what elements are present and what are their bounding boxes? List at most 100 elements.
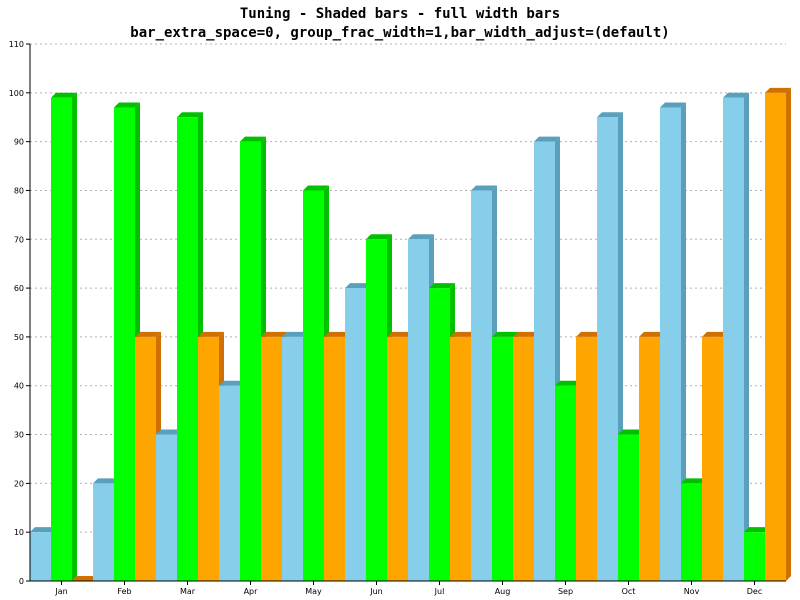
x-tick-label: Sep [558, 587, 573, 596]
bar-top [303, 185, 329, 191]
bar-top [156, 429, 182, 435]
y-tick-label: 20 [14, 479, 24, 488]
bar-top [135, 331, 161, 337]
y-tick-label: 10 [14, 528, 24, 537]
bar-top [261, 331, 287, 337]
bar-top [408, 234, 434, 240]
bar-face [387, 336, 408, 581]
bar-top [618, 429, 644, 435]
bar-top [681, 478, 707, 484]
x-tick-label: Nov [684, 587, 700, 596]
x-tick-label: Jun [369, 587, 383, 596]
x-tick-label: Apr [244, 587, 259, 596]
bar [765, 87, 791, 582]
bar-top [366, 234, 392, 240]
x-tick-label: Dec [747, 587, 762, 596]
bar-top [282, 331, 308, 337]
bars [30, 87, 791, 582]
bar-top [597, 112, 623, 118]
y-tick-label: 80 [14, 186, 24, 195]
y-tick-label: 50 [14, 333, 24, 342]
x-tick-label: Feb [117, 587, 131, 596]
x-tick-label: Aug [495, 587, 511, 596]
bar-face [702, 336, 723, 581]
y-tick-label: 60 [14, 284, 24, 293]
bar-top [765, 87, 791, 93]
bar [660, 102, 686, 582]
chart-title: Tuning - Shaded bars - full width bars [240, 6, 560, 22]
y-tick-label: 110 [9, 40, 24, 49]
bar [51, 92, 77, 581]
y-tick-label: 40 [14, 382, 24, 391]
y-tick-label: 0 [19, 577, 24, 586]
bar-face [681, 483, 702, 581]
bar-face [765, 92, 786, 582]
bar-face [744, 532, 765, 581]
bar-top [198, 331, 224, 337]
bar-face [450, 336, 471, 581]
bar-face [660, 107, 681, 582]
y-tick-label: 70 [14, 235, 24, 244]
bar-top [660, 102, 686, 108]
bar [534, 136, 560, 582]
bar-top [177, 112, 203, 118]
bar-face [555, 385, 576, 581]
x-tick-label: Mar [180, 587, 196, 596]
bar-face [114, 107, 135, 582]
bar-face [51, 97, 72, 581]
bar-top [555, 380, 581, 386]
bar-face [282, 336, 303, 581]
bar-top [639, 331, 665, 337]
y-tick-label: 100 [9, 89, 24, 98]
bar-top [114, 102, 140, 108]
bar-top [30, 527, 56, 533]
bar-face [366, 239, 387, 582]
bar-side [786, 87, 791, 582]
bar-top [723, 92, 749, 98]
bar-top [513, 331, 539, 337]
y-axis-ticks: 0 10 20 30 40 50 60 70 80 90 100 110 [9, 40, 30, 586]
x-tick-label: May [305, 587, 322, 596]
bar-face [261, 336, 282, 581]
bar-face [93, 483, 114, 581]
bar-side [744, 92, 749, 581]
bar-top [492, 331, 518, 337]
bar-top [450, 331, 476, 337]
bar-face [408, 239, 429, 582]
y-tick-label: 30 [14, 431, 24, 440]
bar-face [576, 336, 597, 581]
bar-top [345, 283, 371, 289]
bar-top [534, 136, 560, 142]
bar-face [492, 336, 513, 581]
bar-face [429, 288, 450, 581]
bar-face [345, 288, 366, 581]
x-tick-label: Jan [54, 587, 67, 596]
x-axis-ticks: Jan Feb Mar Apr May Jun Jul Aug Sep Oct Nov Dec [54, 581, 762, 596]
bar-top [51, 92, 77, 98]
x-tick-label: Jul [434, 587, 445, 596]
chart-subtitle: bar_extra_space=0, group_frac_width=1,ba… [130, 25, 669, 41]
bar-top [324, 331, 350, 337]
bar-top [219, 380, 245, 386]
bar-face [240, 141, 261, 582]
y-tick-label: 90 [14, 138, 24, 147]
bar-face [135, 336, 156, 581]
axes [29, 44, 786, 582]
bar-top [744, 527, 770, 533]
bar-face [303, 190, 324, 582]
bar-face [534, 141, 555, 582]
bar-face [639, 336, 660, 581]
bar-top [387, 331, 413, 337]
bar [723, 92, 749, 581]
bar-top [576, 331, 602, 337]
bar [72, 576, 98, 581]
bar-face [30, 532, 51, 581]
bar-top [702, 331, 728, 337]
bar-face [513, 336, 534, 581]
bar-face [177, 117, 198, 582]
bar-face [198, 336, 219, 581]
bar-side [72, 92, 77, 581]
x-tick-label: Oct [622, 587, 636, 596]
